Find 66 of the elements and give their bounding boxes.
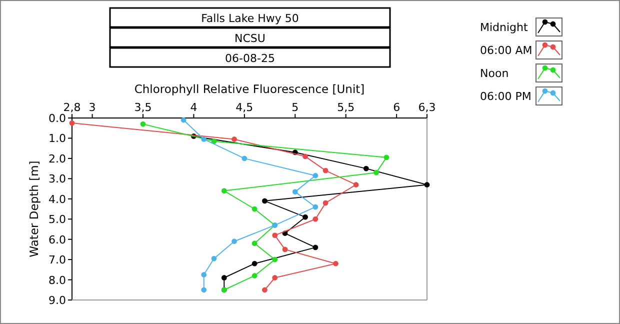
point — [424, 182, 430, 188]
point — [252, 273, 258, 278]
text: Noon — [480, 67, 509, 80]
point — [302, 214, 308, 220]
point — [201, 272, 207, 278]
y-tick-label: 4.0 — [48, 192, 66, 206]
x-tick-label: 5,5 — [337, 101, 355, 114]
x-tick-label: 3 — [88, 101, 96, 114]
point — [262, 287, 268, 293]
y-tick-label: 0.0 — [48, 112, 66, 125]
point — [333, 260, 338, 266]
x-tick-label: 4,5 — [236, 101, 254, 114]
point — [221, 188, 227, 194]
chart-subtitle: NCSU — [234, 32, 266, 45]
point — [211, 256, 217, 262]
point — [384, 154, 390, 160]
point — [353, 182, 359, 188]
point — [140, 121, 146, 127]
x-tick-label: 5 — [292, 101, 299, 114]
y-tick-label: 9.0 — [48, 294, 66, 307]
point — [180, 117, 186, 123]
x-tick-label: 6 — [393, 101, 400, 114]
point — [252, 260, 258, 266]
point — [69, 120, 75, 126]
legend-label: 06:00 AM — [480, 44, 532, 57]
point — [201, 287, 207, 293]
x-tick-label: 3,5 — [134, 101, 152, 114]
y-tick-label: 2.0 — [48, 152, 66, 166]
chart-title: Falls Lake Hwy 50 — [201, 12, 299, 25]
x-tick-label: 2,8 — [63, 101, 81, 114]
point — [252, 240, 258, 246]
point — [252, 206, 258, 212]
x-axis-title: Chlorophyll Relative Fluorescence [Unit] — [134, 82, 365, 96]
point — [262, 198, 268, 204]
point — [232, 136, 237, 142]
y-tick-label: 5.0 — [48, 213, 66, 226]
y-tick-label: 3.0 — [48, 172, 66, 186]
point — [242, 156, 248, 162]
point — [312, 216, 318, 222]
y-tick-label: 7.0 — [48, 254, 66, 267]
point — [282, 246, 288, 252]
point — [201, 136, 207, 142]
point — [272, 232, 278, 238]
point — [211, 138, 217, 144]
y-axis-title: Water Depth [m] — [27, 160, 41, 258]
y-tick-label: 6.0 — [48, 233, 66, 246]
point — [272, 275, 278, 280]
point — [221, 275, 227, 280]
point — [302, 154, 308, 160]
point — [374, 170, 379, 176]
point — [292, 189, 298, 195]
legend-label: Midnight — [480, 21, 529, 34]
point — [312, 204, 318, 210]
point — [312, 244, 318, 250]
text: 06-08-25 — [225, 52, 275, 65]
y-tick-label: 1.0 — [48, 132, 66, 146]
point — [232, 238, 237, 244]
point — [322, 200, 328, 206]
x-tick-label: 6,3 — [418, 101, 436, 114]
x-tick-label: 4 — [190, 101, 198, 114]
legend-label: 06:00 PM — [480, 90, 532, 103]
point — [363, 166, 369, 172]
point — [272, 256, 278, 262]
point — [312, 172, 318, 178]
y-tick-label: 8.0 — [48, 274, 66, 287]
point — [322, 168, 328, 174]
